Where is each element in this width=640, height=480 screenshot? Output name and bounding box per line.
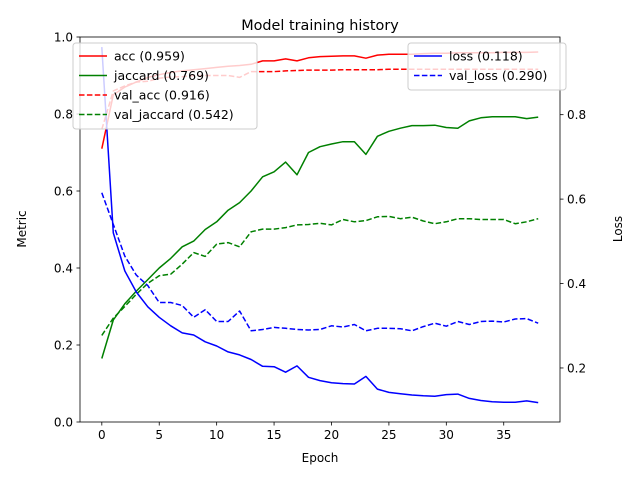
y-left-tick-label: 0.6 xyxy=(54,184,73,198)
y-left-tick-label: 0.4 xyxy=(54,261,73,275)
y-left-tick-label: 0.0 xyxy=(54,415,73,429)
series-val-jaccard-line xyxy=(101,215,539,336)
y-right-tick-label: 0.2 xyxy=(567,361,586,375)
series-loss-line xyxy=(101,47,539,404)
plot-frame xyxy=(79,36,561,423)
legend-label-val-jaccard: val_jaccard (0.542) xyxy=(114,107,234,122)
x-tick-label: 25 xyxy=(381,428,396,442)
legend-label-jaccard: jaccard (0.769) xyxy=(113,68,209,83)
x-tick-label: 10 xyxy=(209,428,224,442)
legend-label-val-acc: val_acc (0.916) xyxy=(114,88,210,103)
y-left-tick-label: 0.8 xyxy=(54,107,73,121)
legend-left-box xyxy=(72,42,258,130)
x-tick-label: 0 xyxy=(98,428,106,442)
legend-left: acc (0.959) jaccard (0.769) val_acc (0.916… xyxy=(72,42,258,130)
y-axis-left-label: Metric xyxy=(15,210,29,247)
legend-label-loss: loss (0.118) xyxy=(449,49,523,64)
y-right-tick-label: 0.8 xyxy=(567,108,586,122)
x-tick-label: 35 xyxy=(496,428,511,442)
legend-label-acc: acc (0.959) xyxy=(114,49,185,64)
y-right-tick-label: 0.4 xyxy=(567,277,586,291)
y-axis-right-label: Loss xyxy=(611,216,625,242)
axes-layer: 0 5 10 15 20 25 30 35 0.0 0.2 0.4 0.6 0.8 1.0 0.2 0.4 0.… xyxy=(54,30,586,442)
series-jaccard-line xyxy=(101,115,539,359)
chart-title: Model training history xyxy=(241,18,399,34)
x-tick-label: 20 xyxy=(324,428,339,442)
legend-right-box xyxy=(407,42,567,91)
x-tick-label: 5 xyxy=(155,428,163,442)
x-tick-label: 30 xyxy=(439,428,454,442)
legend-label-val-loss: val_loss (0.290) xyxy=(449,68,547,83)
y-right-tick-label: 0.6 xyxy=(567,192,586,206)
x-axis-label: Epoch xyxy=(302,451,339,465)
legend-right: loss (0.118) val_loss (0.290) xyxy=(407,42,567,91)
x-tick-label: 15 xyxy=(266,428,281,442)
y-left-tick-label: 0.2 xyxy=(54,338,73,352)
y-left-tick-label: 1.0 xyxy=(54,30,73,44)
